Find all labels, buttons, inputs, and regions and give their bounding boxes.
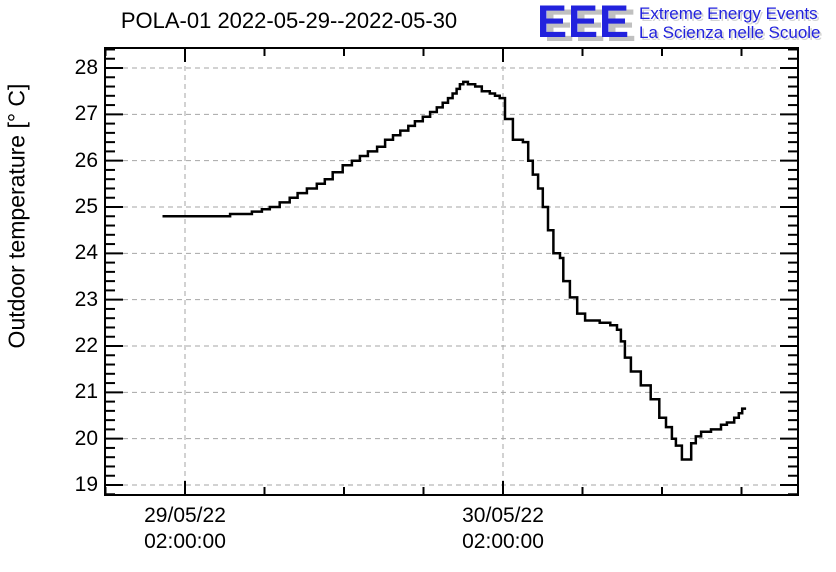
temperature-step-line [162, 80, 747, 461]
y-tick-label: 26 [74, 148, 98, 172]
y-tick-label: 20 [74, 426, 98, 450]
y-tick-label: 23 [74, 287, 98, 311]
y-tick-label: 28 [74, 56, 98, 79]
eee-logo: EEE Extreme Energy Events La Scienza nel… [537, 0, 821, 47]
eee-logo-line1: Extreme Energy Events [639, 4, 818, 23]
y-tick-label: 21 [74, 380, 98, 404]
chart-title: POLA-01 2022-05-29--2022-05-30 [120, 8, 458, 33]
y-tick-label: 22 [74, 334, 98, 357]
y-tick-label: 19 [74, 473, 98, 496]
y-tick-label: 24 [74, 241, 98, 265]
x-tick-label: 30/05/22 02:00:00 [462, 504, 544, 553]
eee-logo-taglines: Extreme Energy Events La Scienza nelle S… [639, 1, 820, 42]
y-tick-label: 25 [74, 195, 98, 218]
eee-logo-acronym: EEE [537, 0, 631, 47]
eee-logo-line2: La Scienza nelle Scuole [639, 23, 821, 42]
y-tick-label: 27 [74, 102, 98, 126]
plot-frame [104, 47, 799, 496]
x-tick-label: 29/05/22 02:00:00 [144, 504, 226, 553]
